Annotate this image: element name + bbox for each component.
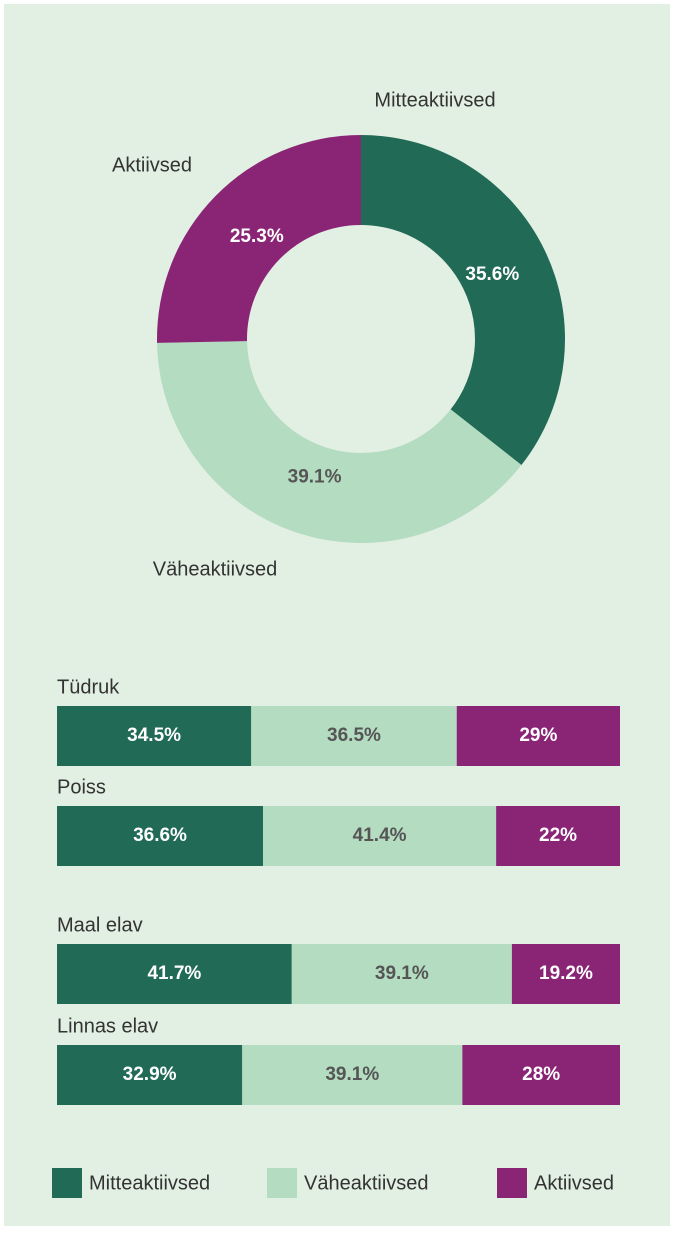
- data-label: 32.9%: [123, 1064, 177, 1085]
- bar-segment: [251, 706, 457, 766]
- bar-segment: [263, 806, 497, 866]
- data-label: 22%: [539, 825, 577, 846]
- data-label: 25.3%: [230, 226, 284, 247]
- data-label: 41.7%: [147, 963, 201, 984]
- slice-label: Aktiivsed: [112, 154, 192, 176]
- legend-swatch: [52, 1168, 82, 1198]
- donut-slice: [157, 135, 361, 343]
- bar-segment: [291, 944, 512, 1004]
- data-label: 41.4%: [353, 825, 407, 846]
- bar-segment: [57, 1045, 243, 1105]
- slice-label: Mitteaktiivsed: [374, 89, 495, 111]
- bar-segment: [462, 1045, 620, 1105]
- donut-slice: [157, 341, 522, 544]
- legend-label: Mitteaktiivsed: [89, 1172, 210, 1194]
- data-label: 39.1%: [288, 466, 342, 487]
- row-label: Linnas elav: [57, 1015, 158, 1037]
- row-label: Poiss: [57, 776, 106, 798]
- row-label: Tüdruk: [57, 676, 120, 698]
- bar-segment: [242, 1045, 463, 1105]
- data-label: 34.5%: [127, 725, 181, 746]
- bar-segment: [496, 806, 620, 866]
- data-label: 29%: [519, 725, 557, 746]
- legend-label: Aktiivsed: [534, 1172, 614, 1194]
- bar-segment: [57, 706, 252, 766]
- bar-segment: [511, 944, 620, 1004]
- data-label: 28%: [522, 1064, 560, 1085]
- bar-segment: [57, 944, 292, 1004]
- legend-swatch: [497, 1168, 527, 1198]
- row-label: Maal elav: [57, 914, 143, 936]
- data-label: 36.5%: [327, 725, 381, 746]
- legend-swatch: [267, 1168, 297, 1198]
- legend-label: Väheaktiivsed: [304, 1172, 429, 1194]
- data-label: 36.6%: [133, 825, 187, 846]
- data-label: 39.1%: [375, 963, 429, 984]
- bar-segment: [57, 806, 264, 866]
- donut-slice: [361, 135, 566, 466]
- data-label: 19.2%: [539, 963, 593, 984]
- slice-label: Väheaktiivsed: [153, 558, 278, 580]
- bar-segment: [456, 706, 620, 766]
- data-label: 35.6%: [465, 264, 519, 285]
- data-label: 39.1%: [325, 1064, 379, 1085]
